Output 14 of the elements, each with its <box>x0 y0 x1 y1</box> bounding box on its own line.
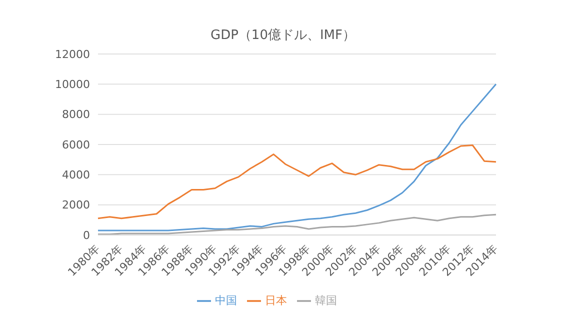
y-tick-label: 12000 <box>55 48 90 61</box>
legend-label: 日本 <box>265 294 287 307</box>
y-tick-label: 6000 <box>62 138 90 152</box>
legend-label: 韓国 <box>315 294 337 307</box>
y-tick-label: 0 <box>83 228 90 242</box>
line-series <box>97 144 497 220</box>
y-tick-label: 10000 <box>55 78 90 92</box>
legend-label: 中国 <box>215 294 237 307</box>
y-tick-label: 4000 <box>62 168 90 182</box>
y-tick-label: 8000 <box>62 108 90 122</box>
line-series <box>97 214 497 235</box>
line-series <box>97 83 497 232</box>
chart-title: GDP（10億ドル、IMF） <box>210 27 356 45</box>
y-tick-label: 2000 <box>62 198 90 212</box>
